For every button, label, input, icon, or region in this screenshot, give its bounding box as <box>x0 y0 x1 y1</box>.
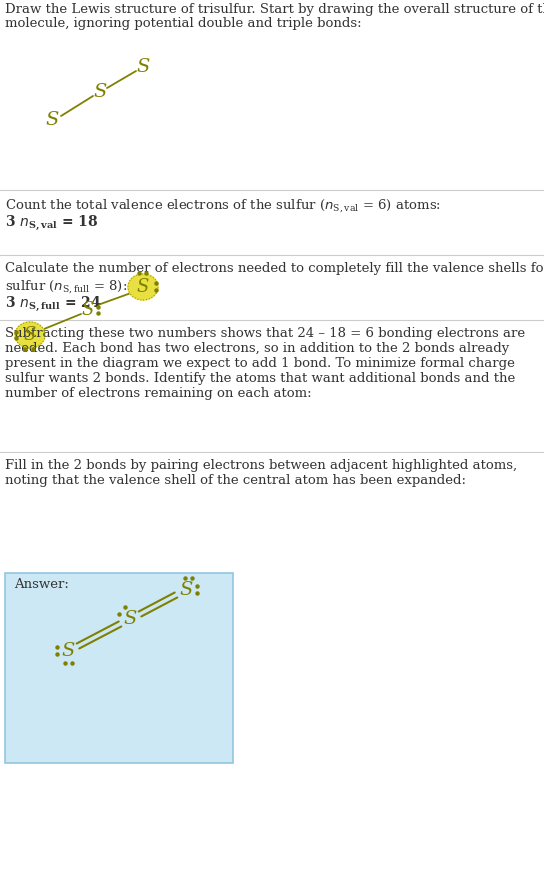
Ellipse shape <box>128 274 158 300</box>
Text: S: S <box>45 111 59 129</box>
Text: S: S <box>137 278 149 296</box>
Text: Fill in the 2 bonds by pairing electrons between adjacent highlighted atoms,: Fill in the 2 bonds by pairing electrons… <box>5 459 517 472</box>
Text: sulfur ($n_\mathregular{S,full}$ = 8):: sulfur ($n_\mathregular{S,full}$ = 8): <box>5 278 127 295</box>
Text: S: S <box>24 326 36 344</box>
Text: S: S <box>82 301 94 319</box>
Text: Draw the Lewis structure of trisulfur. Start by drawing the overall structure of: Draw the Lewis structure of trisulfur. S… <box>5 3 544 16</box>
Text: Subtracting these two numbers shows that 24 – 18 = 6 bonding electrons are: Subtracting these two numbers shows that… <box>5 327 525 340</box>
Ellipse shape <box>15 322 45 348</box>
Text: noting that the valence shell of the central atom has been expanded:: noting that the valence shell of the cen… <box>5 474 466 487</box>
Text: S: S <box>137 58 150 76</box>
Text: molecule, ignoring potential double and triple bonds:: molecule, ignoring potential double and … <box>5 17 362 30</box>
Text: number of electrons remaining on each atom:: number of electrons remaining on each at… <box>5 387 312 400</box>
Text: S: S <box>61 642 75 660</box>
Text: needed. Each bond has two electrons, so in addition to the 2 bonds already: needed. Each bond has two electrons, so … <box>5 342 509 355</box>
Text: sulfur wants 2 bonds. Identify the atoms that want additional bonds and the: sulfur wants 2 bonds. Identify the atoms… <box>5 372 515 385</box>
Text: Count the total valence electrons of the sulfur ($n_\mathregular{S,val}$ = 6) at: Count the total valence electrons of the… <box>5 197 441 214</box>
FancyBboxPatch shape <box>5 573 233 763</box>
Text: 3 $n_\mathregular{S,val}$ = 18: 3 $n_\mathregular{S,val}$ = 18 <box>5 214 98 234</box>
Text: Calculate the number of electrons needed to completely fill the valence shells f: Calculate the number of electrons needed… <box>5 262 544 275</box>
Text: S: S <box>123 610 137 628</box>
Text: S: S <box>180 581 193 599</box>
Text: Answer:: Answer: <box>14 578 69 591</box>
Text: 3 $n_\mathregular{S,full}$ = 24: 3 $n_\mathregular{S,full}$ = 24 <box>5 295 102 314</box>
Text: present in the diagram we expect to add 1 bond. To minimize formal charge: present in the diagram we expect to add … <box>5 357 515 370</box>
Text: S: S <box>94 83 107 101</box>
